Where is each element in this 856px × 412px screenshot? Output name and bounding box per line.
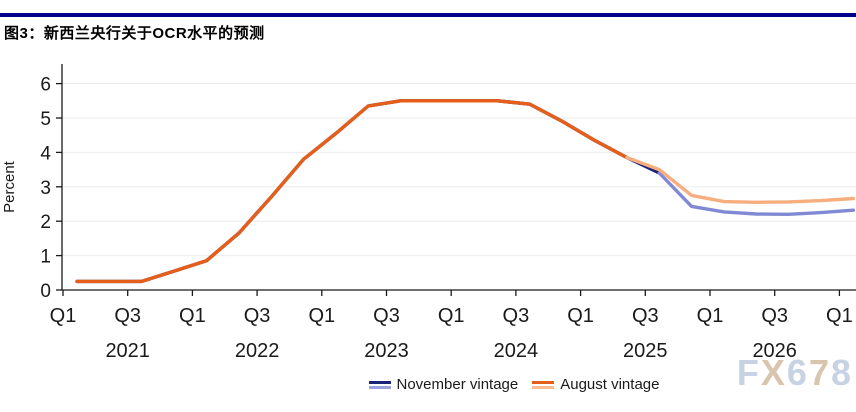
november-forecast-line — [657, 171, 856, 217]
august-history-line — [75, 99, 629, 284]
y-tick-label: 6 — [40, 75, 51, 96]
year-label: 2021 — [105, 340, 150, 362]
year-label: 2023 — [364, 340, 409, 362]
y-tick-label: 5 — [40, 109, 51, 130]
y-tick-label: 0 — [40, 281, 51, 302]
august-forecast-line — [625, 155, 856, 205]
y-axis-title: Percent — [1, 160, 18, 213]
x-tick-label: Q1 — [179, 305, 206, 327]
legend-item-november: November vintage — [368, 376, 519, 393]
x-tick-label: Q1 — [567, 305, 594, 327]
chart-legend: November vintage August vintage — [86, 376, 856, 393]
august-forecast-swatch — [532, 385, 555, 389]
x-tick-label: Q1 — [308, 305, 335, 327]
august-history-swatch — [532, 380, 555, 384]
y-tick-label: 4 — [40, 143, 51, 164]
watermark-letter: F — [736, 352, 761, 393]
november-history-swatch — [368, 380, 391, 384]
watermark-letter: X — [760, 352, 787, 393]
x-tick-label: Q3 — [761, 305, 788, 327]
legend-label-november: November vintage — [396, 376, 519, 393]
legend-item-august: August vintage — [532, 376, 659, 393]
year-label: 2022 — [235, 340, 280, 362]
x-tick-label: Q3 — [373, 305, 400, 327]
x-tick-label: Q1 — [50, 305, 77, 327]
year-label: 2025 — [623, 340, 668, 362]
november-forecast-swatch — [368, 385, 391, 389]
x-tick-label: Q1 — [438, 305, 465, 327]
november-line-icon — [368, 380, 391, 389]
y-tick-label: 3 — [40, 178, 51, 199]
y-tick-label: 1 — [40, 247, 51, 268]
x-tick-label: Q1 — [697, 305, 724, 327]
year-label: 2026 — [752, 340, 797, 362]
legend-label-august: August vintage — [560, 376, 660, 393]
top-rule — [0, 13, 856, 17]
watermark-letter: 8 — [830, 352, 853, 393]
august-line-icon — [532, 380, 555, 389]
year-label: 2024 — [494, 340, 539, 362]
x-tick-label: Q1 — [826, 305, 853, 327]
watermark-letter: 7 — [808, 352, 831, 393]
page-title: 图3：新西兰央行关于OCR水平的预测 — [4, 25, 265, 42]
y-tick-label: 2 — [40, 212, 51, 233]
x-tick-label: Q3 — [244, 305, 271, 327]
fx678-watermark: FX678 — [737, 352, 853, 394]
x-tick-label: Q3 — [632, 305, 659, 327]
x-tick-label: Q3 — [114, 305, 141, 327]
ocr-forecast-chart: 0 1 2 3 4 5 6 Percent Q1 Q3 Q1 Q3 Q1 Q3 Q1 Q3 Q1 Q3 Q1 Q3 Q1… — [1, 64, 856, 362]
watermark-letter: 6 — [786, 352, 809, 393]
x-tick-label: Q3 — [503, 305, 530, 327]
